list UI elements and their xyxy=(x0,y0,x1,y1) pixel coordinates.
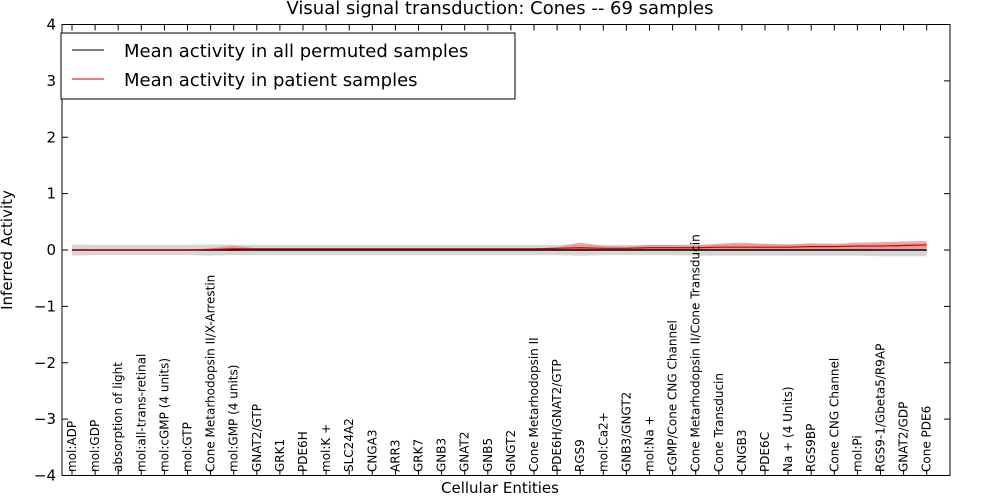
category-label: mol:Pi xyxy=(850,435,864,472)
category-label: mol:Na + xyxy=(643,415,657,472)
category-label: mol:cGMP (4 units) xyxy=(157,358,171,472)
category-label: RGS9 xyxy=(573,439,587,472)
category-label: Na + (4 Units) xyxy=(781,386,795,472)
category-label: RGS9-1/Gbeta5/R9AP xyxy=(874,344,888,472)
category-label: CNGB3 xyxy=(735,429,749,472)
category-label: mol:ADP xyxy=(65,421,79,472)
ticks-layer: −4 −3 −2 −1 0 1 2 3 4 xyxy=(34,16,950,485)
category-label: cGMP/Cone CNG Channel xyxy=(666,320,680,472)
category-label: PDE6H xyxy=(296,431,310,472)
legend-label-permuted: Mean activity in all permuted samples xyxy=(124,41,468,62)
y-tick-label: 3 xyxy=(46,72,56,90)
legend: Mean activity in all permuted samples Me… xyxy=(60,32,516,100)
y-tick-label: 0 xyxy=(46,241,56,259)
legend-box xyxy=(60,32,516,100)
category-labels-layer: mol:ADP mol:GDP absorption of light mol:all… xyxy=(65,234,934,472)
category-label: Cone Transducin xyxy=(712,373,726,472)
category-label: Cone Metarhodopsin II/X-Arrestin xyxy=(204,275,218,472)
category-label: PDE6C xyxy=(758,432,772,472)
category-label: ARR3 xyxy=(388,439,402,472)
category-label: PDE6H/GNAT2/GTP xyxy=(550,359,564,472)
category-label: mol:K + xyxy=(319,424,333,472)
y-tick-label: 4 xyxy=(46,16,56,34)
y-tick-label: −4 xyxy=(34,467,56,485)
category-label: Cone PDE6 xyxy=(920,406,934,472)
category-label: mol:all-trans-retinal xyxy=(134,354,148,472)
category-label: mol:Ca2+ xyxy=(596,412,610,472)
mean-lines-layer xyxy=(72,244,927,251)
category-label: Cone CNG Channel xyxy=(827,358,841,472)
legend-label-patient: Mean activity in patient samples xyxy=(124,70,418,91)
y-axis-title: Inferred Activity xyxy=(0,190,16,310)
category-label: GNB3/GNGT2 xyxy=(619,392,633,472)
category-label: GRK7 xyxy=(412,439,426,472)
category-label: Cone Metarhodopsin II xyxy=(527,337,541,472)
category-label: GNAT2 xyxy=(458,431,472,472)
category-label: GNB5 xyxy=(481,438,495,472)
category-label: GNGT2 xyxy=(504,430,518,472)
y-tick-label: −2 xyxy=(34,354,56,372)
category-label: GNB3 xyxy=(435,438,449,472)
category-label: Cone Metarhodopsin II/Cone Transducin xyxy=(689,234,703,472)
category-label: GNAT2/GTP xyxy=(250,404,264,472)
category-label: GNAT2/GDP xyxy=(897,402,911,472)
category-label: CNGA3 xyxy=(365,430,379,473)
y-tick-label: −1 xyxy=(34,297,56,315)
category-label: absorption of light xyxy=(111,362,125,472)
category-label: mol:GTP xyxy=(181,422,195,472)
category-label: GRK1 xyxy=(273,439,287,472)
category-label: SLC24A2 xyxy=(342,418,356,472)
y-tick-label: 2 xyxy=(46,128,56,146)
plot-frame xyxy=(61,24,951,476)
y-tick-label: 1 xyxy=(46,185,56,203)
category-label: mol:GDP xyxy=(88,420,102,472)
x-axis-title: Cellular Entities xyxy=(441,479,559,497)
chart-title: Visual signal transduction: Cones -- 69 … xyxy=(286,0,713,19)
series-line-patient xyxy=(72,244,927,251)
category-label: mol:GMP (4 units) xyxy=(227,365,241,472)
category-label: RGS9BP xyxy=(804,424,818,472)
y-tick-label: −3 xyxy=(34,410,56,428)
